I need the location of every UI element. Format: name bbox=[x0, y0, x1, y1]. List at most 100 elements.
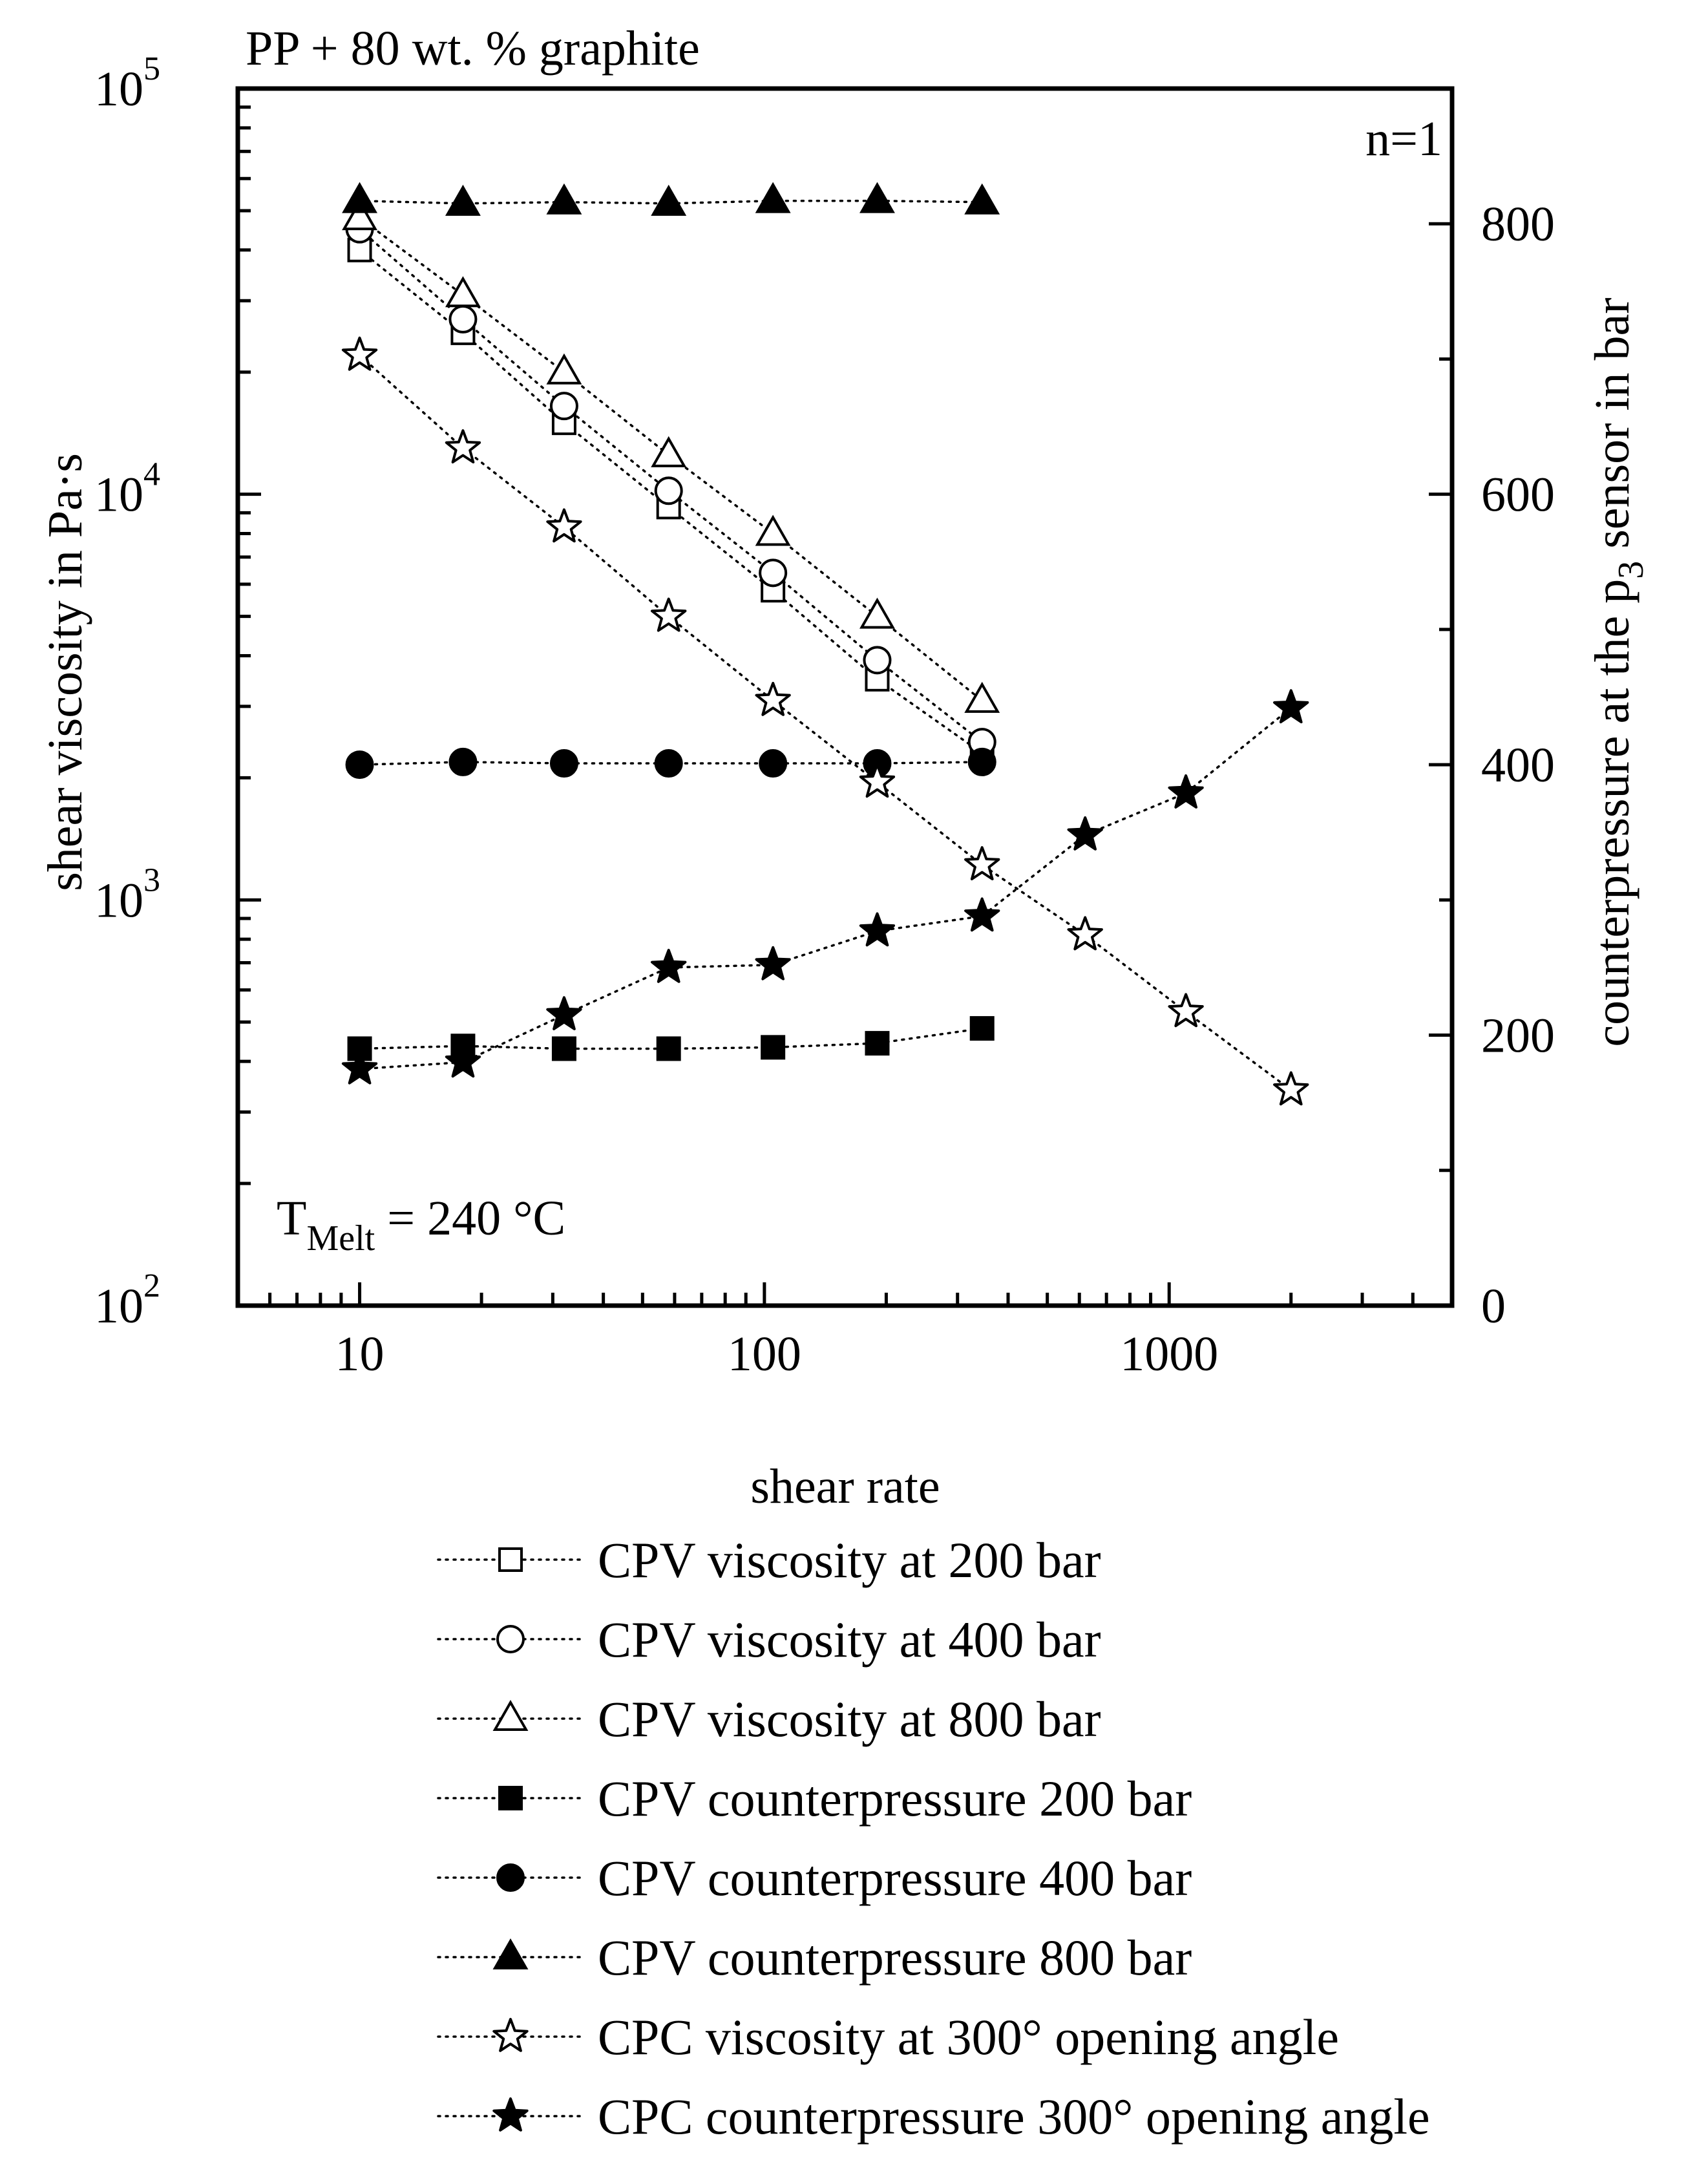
data-point bbox=[448, 747, 478, 776]
series-2 bbox=[345, 215, 996, 757]
data-point bbox=[342, 182, 377, 213]
y-left-tick-exponent: 4 bbox=[143, 456, 160, 493]
y-left-tick-base: 10 bbox=[94, 468, 143, 522]
y-left-axis-label: shear viscosity in Pa·s bbox=[38, 453, 92, 891]
data-point bbox=[863, 646, 892, 675]
data-point bbox=[859, 597, 895, 629]
data-point bbox=[1273, 1071, 1309, 1106]
legend-marker bbox=[496, 1863, 525, 1892]
legend-marker bbox=[492, 1699, 529, 1731]
data-point bbox=[969, 1016, 995, 1041]
y-right-axis-label: counterpressure at the p3 sensor in bar bbox=[1585, 297, 1651, 1046]
data-point bbox=[654, 476, 683, 505]
series-line bbox=[358, 354, 1292, 1092]
data-point bbox=[549, 749, 578, 778]
legend-item: CPV viscosity at 200 bar bbox=[437, 1532, 1101, 1588]
data-point bbox=[859, 763, 896, 798]
data-point bbox=[651, 597, 687, 632]
legend-label: CPV counterpressure 800 bar bbox=[598, 1929, 1192, 1986]
legend-label: CPV viscosity at 200 bar bbox=[598, 1532, 1101, 1588]
data-point bbox=[761, 1035, 786, 1060]
legend-label: CPV counterpressure 200 bar bbox=[598, 1770, 1192, 1827]
data-point bbox=[1168, 774, 1204, 809]
y-right-tick-label: 600 bbox=[1481, 468, 1555, 522]
data-point bbox=[448, 304, 478, 334]
temperature-annotation: TMelt = 240 °C bbox=[277, 1191, 565, 1258]
x-tick-label: 10 bbox=[335, 1327, 385, 1381]
legend-marker bbox=[492, 2097, 529, 2132]
series-6 bbox=[342, 182, 1000, 216]
data-point bbox=[859, 912, 896, 947]
legend-item: CPV counterpressure 200 bar bbox=[437, 1770, 1192, 1827]
y-left-tick-label: 105 bbox=[94, 50, 160, 116]
y-right-label-prefix: counterpressure at the p bbox=[1585, 579, 1639, 1047]
y-left-tick-label: 103 bbox=[94, 862, 160, 928]
data-point bbox=[445, 184, 481, 216]
series-3 bbox=[342, 199, 1000, 713]
legend-marker bbox=[492, 2018, 529, 2052]
data-point bbox=[755, 182, 791, 213]
series-7 bbox=[341, 336, 1309, 1106]
legend-marker bbox=[498, 1786, 523, 1810]
x-tick-label: 1000 bbox=[1120, 1327, 1218, 1381]
legend-marker bbox=[496, 1625, 525, 1653]
data-point bbox=[342, 199, 377, 231]
legend-marker bbox=[498, 1547, 523, 1572]
series-line bbox=[358, 706, 1292, 1070]
series-8 bbox=[341, 689, 1309, 1085]
y-left-tick-label: 102 bbox=[94, 1267, 160, 1333]
data-point bbox=[759, 558, 788, 588]
data-point bbox=[445, 1043, 481, 1078]
legend-item: CPV viscosity at 800 bar bbox=[437, 1691, 1101, 1747]
temperature-subscript: Melt bbox=[306, 1218, 375, 1258]
y-right-tick-label: 0 bbox=[1481, 1279, 1506, 1333]
data-point bbox=[341, 1050, 378, 1085]
temperature-value: = 240 °C bbox=[375, 1191, 565, 1246]
legend-label: CPV viscosity at 400 bar bbox=[598, 1611, 1101, 1668]
y-right-tick-label: 800 bbox=[1481, 197, 1555, 251]
y-right-label-subscript: 3 bbox=[1611, 561, 1651, 579]
data-point bbox=[546, 183, 582, 215]
y-left-tick-base: 10 bbox=[94, 1279, 143, 1333]
legend-item: CPV counterpressure 400 bar bbox=[437, 1850, 1192, 1906]
legend-label: CPC counterpressure 300° opening angle bbox=[598, 2088, 1430, 2145]
plot-frame bbox=[235, 86, 1455, 1308]
y-left-tick-exponent: 5 bbox=[143, 50, 160, 87]
y-right-tick-label: 200 bbox=[1481, 1009, 1555, 1063]
data-point bbox=[964, 681, 1000, 713]
data-point bbox=[967, 747, 996, 776]
data-point bbox=[546, 996, 582, 1030]
series-5 bbox=[345, 747, 996, 779]
data-point bbox=[964, 846, 1000, 880]
n-annotation: n=1 bbox=[1365, 112, 1442, 166]
data-point bbox=[656, 1036, 681, 1061]
y-left-tick-exponent: 3 bbox=[143, 862, 160, 898]
data-point bbox=[551, 1036, 576, 1061]
data-point bbox=[651, 184, 687, 216]
legend-marker bbox=[492, 1938, 529, 1969]
y-right-label-suffix: sensor in bar bbox=[1585, 297, 1639, 560]
data-point bbox=[755, 946, 791, 981]
x-tick-label: 100 bbox=[728, 1327, 801, 1381]
temperature-symbol: T bbox=[277, 1191, 306, 1246]
data-point bbox=[1273, 689, 1309, 724]
legend: CPV viscosity at 200 bar CPV viscosity at… bbox=[437, 1532, 1430, 2145]
chart-title: PP + 80 wt. % graphite bbox=[246, 21, 700, 76]
data-point bbox=[759, 749, 788, 778]
y-left-tick-base: 10 bbox=[94, 873, 143, 928]
data-point bbox=[1067, 916, 1103, 951]
x-axis-label: shear rate bbox=[750, 1459, 940, 1514]
y-right-tick-label: 400 bbox=[1481, 738, 1555, 792]
data-point bbox=[755, 681, 791, 716]
y-left-tick-exponent: 2 bbox=[143, 1267, 160, 1304]
data-point bbox=[546, 353, 582, 385]
data-point bbox=[654, 749, 683, 778]
data-point bbox=[859, 182, 895, 213]
data-point bbox=[964, 897, 1000, 932]
legend-item: CPV viscosity at 400 bar bbox=[437, 1611, 1101, 1668]
data-point bbox=[1168, 993, 1204, 1028]
data-point bbox=[546, 508, 582, 543]
y-left-tick-base: 10 bbox=[94, 62, 143, 116]
data-point bbox=[445, 276, 481, 308]
